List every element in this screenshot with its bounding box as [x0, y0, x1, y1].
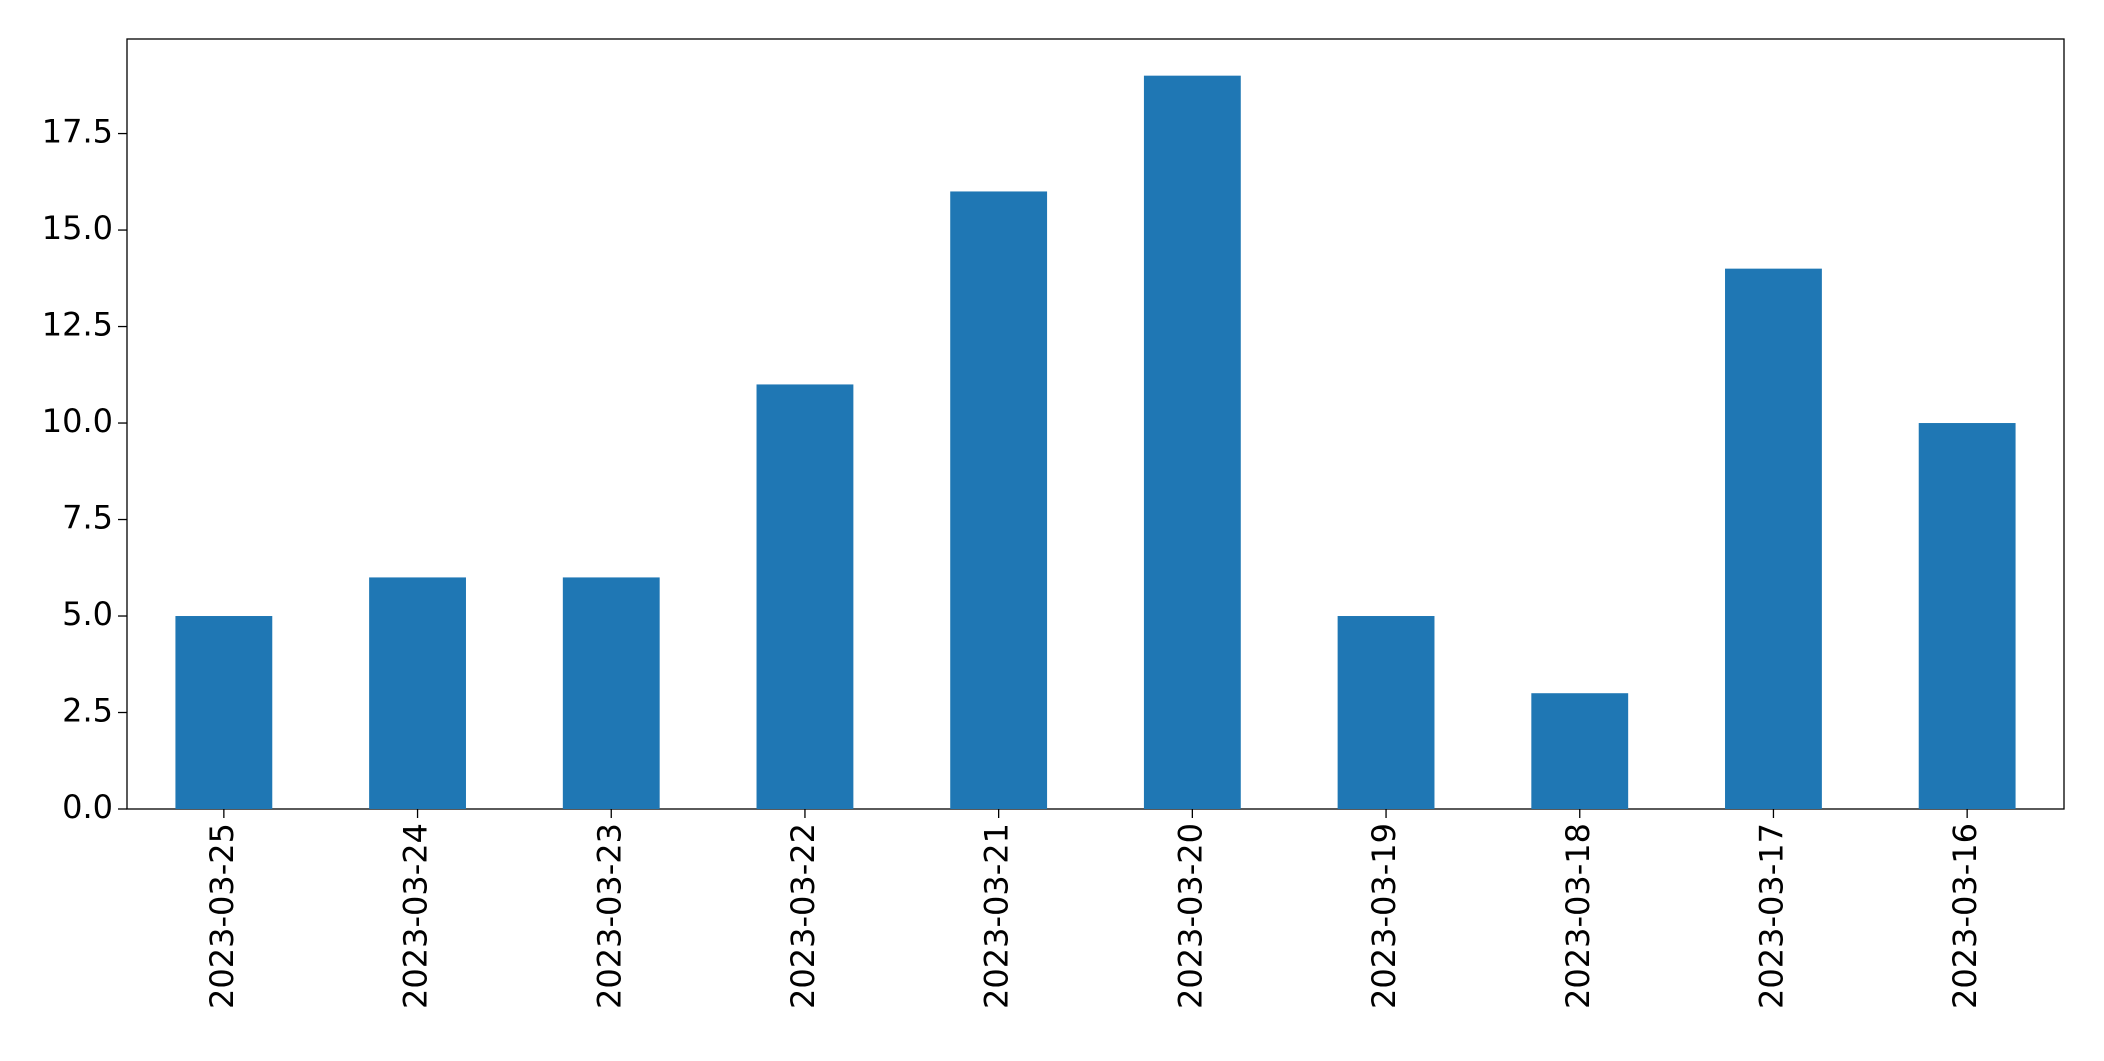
- bar: [1725, 268, 1822, 809]
- bar: [369, 577, 466, 809]
- bar: [756, 384, 854, 809]
- y-tick-label: 5.0: [62, 595, 113, 633]
- y-tick-label: 10.0: [42, 402, 113, 440]
- x-tick-label: 2023-03-22: [784, 823, 822, 1009]
- x-tick-label: 2023-03-17: [1752, 823, 1790, 1009]
- y-tick-label: 17.5: [42, 113, 113, 151]
- x-tick-label: 2023-03-21: [978, 823, 1016, 1009]
- bar: [1918, 423, 2016, 809]
- x-tick-label: 2023-03-23: [590, 823, 628, 1009]
- bar: [1143, 75, 1241, 809]
- x-tick-label: 2023-03-20: [1171, 823, 1209, 1009]
- bar: [1531, 693, 1629, 809]
- x-tick-label: 2023-03-25: [203, 823, 241, 1009]
- bar: [562, 577, 660, 809]
- y-tick-label: 2.5: [62, 692, 113, 730]
- plot-frame: [126, 38, 2065, 810]
- x-tick-label: 2023-03-19: [1365, 823, 1403, 1009]
- x-tick-label: 2023-03-24: [397, 823, 435, 1009]
- y-tick-label: 12.5: [42, 306, 113, 344]
- x-tick-label: 2023-03-16: [1946, 823, 1984, 1009]
- x-tick-label: 2023-03-18: [1559, 823, 1597, 1009]
- bar: [175, 616, 273, 809]
- bar: [1337, 616, 1435, 809]
- y-tick-label: 7.5: [62, 499, 113, 537]
- y-tick-label: 0.0: [62, 788, 113, 826]
- y-tick-label: 15.0: [42, 209, 113, 247]
- bar: [950, 191, 1048, 809]
